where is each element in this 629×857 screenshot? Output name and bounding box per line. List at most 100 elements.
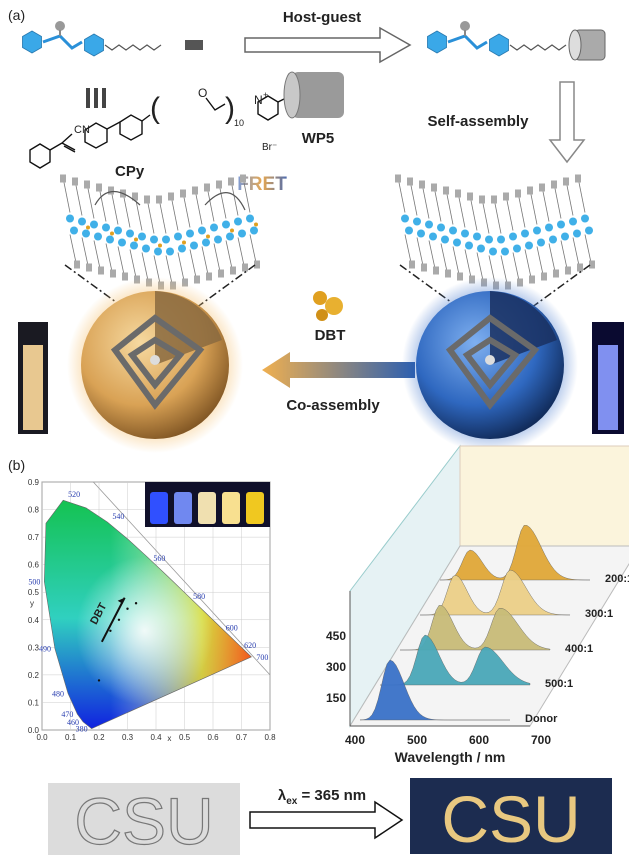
series-label: 500:1 (545, 678, 573, 690)
core-unit (82, 230, 90, 238)
core-unit (561, 233, 569, 241)
core-unit (453, 239, 461, 247)
tail (585, 235, 591, 263)
wavelength-label: 460 (67, 718, 79, 727)
tail (441, 244, 447, 272)
tail (423, 189, 429, 219)
tail (399, 183, 405, 213)
tail (226, 241, 232, 269)
line (62, 134, 72, 143)
y-axis-label: y (30, 599, 34, 608)
tail (555, 189, 561, 219)
wavelength-label: 470 (61, 710, 73, 719)
tail (429, 241, 435, 269)
polyline (206, 98, 225, 110)
line (142, 115, 150, 121)
wavelength-label: 500 (28, 578, 40, 587)
wp5-icon (284, 72, 344, 118)
series-label: 300:1 (585, 608, 613, 620)
x-tick-label: 0.2 (93, 733, 105, 742)
core-unit (210, 224, 218, 232)
core-unit (118, 239, 126, 247)
tail (196, 195, 202, 225)
dbt-ball (325, 297, 343, 315)
core-unit (142, 245, 150, 253)
vial (150, 492, 168, 524)
core-unit (250, 227, 258, 235)
subscript: ex (286, 796, 298, 807)
head (541, 273, 547, 281)
tail (507, 201, 513, 231)
guest-label: DBT (315, 327, 346, 344)
vial (246, 492, 264, 524)
core-unit (178, 245, 186, 253)
panel-label: (b) (8, 457, 25, 473)
core-unit (90, 221, 98, 229)
tail (465, 250, 471, 278)
y-tick-label: 300 (326, 660, 346, 674)
tail (76, 186, 82, 216)
tail (405, 235, 411, 263)
printed-letters: CSU (74, 784, 213, 857)
wavelength-label: 480 (52, 689, 64, 698)
core-unit (425, 221, 433, 229)
tail (471, 201, 477, 231)
y-tick-label: 0.5 (28, 588, 40, 597)
tail (82, 238, 88, 266)
core-unit (545, 224, 553, 232)
head (204, 184, 210, 192)
molecule (427, 21, 605, 60)
core-unit (126, 230, 134, 238)
core-unit (234, 218, 242, 226)
tail (513, 253, 519, 281)
head (228, 178, 234, 186)
tail (477, 253, 483, 281)
tail (453, 247, 459, 275)
counterion: Br⁻ (262, 142, 277, 153)
tail (561, 241, 567, 269)
head (218, 270, 224, 278)
tail (519, 198, 525, 228)
core-unit (569, 218, 577, 226)
core-unit (533, 227, 541, 235)
head (156, 196, 162, 204)
dbt (254, 223, 258, 227)
panel-label: (a) (8, 7, 25, 23)
tail (136, 201, 142, 231)
arrow-label: Co-assembly (286, 397, 380, 414)
glowing-letters: CSU (441, 782, 580, 856)
core-unit (585, 227, 593, 235)
chemical-structure (30, 96, 290, 168)
tail (579, 183, 585, 213)
core-unit (190, 242, 198, 250)
dbt (230, 229, 234, 233)
tail (208, 192, 214, 222)
ring (84, 34, 103, 56)
x-tick-label: 700 (531, 733, 551, 747)
core-unit (94, 233, 102, 241)
x-tick-label: 0.8 (264, 733, 276, 742)
x-tick-label: 0.1 (65, 733, 77, 742)
core-unit (198, 227, 206, 235)
polygon (30, 144, 50, 168)
atom-label: CN (74, 124, 90, 136)
head (421, 264, 427, 272)
vial (598, 345, 618, 430)
line (50, 143, 62, 150)
head (431, 184, 437, 192)
core-unit (501, 248, 509, 256)
chain (448, 36, 487, 48)
y-tick-label: 0.3 (28, 643, 40, 652)
head (565, 267, 571, 275)
core-unit (166, 248, 174, 256)
cie-point (98, 679, 100, 681)
arrow (550, 82, 584, 162)
x-axis-label: x (167, 734, 171, 743)
dbt (158, 244, 162, 248)
head (242, 264, 248, 272)
core-unit (549, 236, 557, 244)
x-tick-label: 500 (407, 733, 427, 747)
tail (567, 186, 573, 216)
arrow-label: Host-guest (283, 9, 361, 26)
core-unit (186, 230, 194, 238)
